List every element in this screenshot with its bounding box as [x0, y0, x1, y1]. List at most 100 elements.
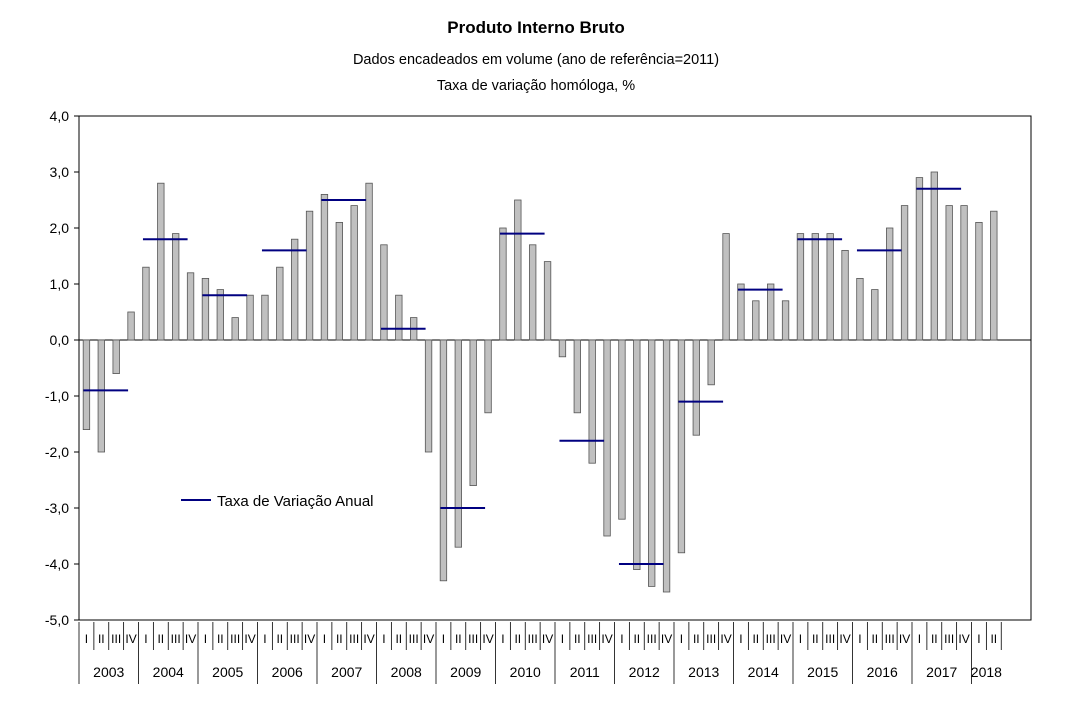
x-quarter-label: III [706, 632, 716, 646]
x-quarter-label: I [680, 632, 683, 646]
x-year-label: 2013 [688, 664, 719, 680]
y-tick-label: -1,0 [45, 388, 69, 404]
x-quarter-label: III [944, 632, 954, 646]
x-quarter-label: II [574, 632, 581, 646]
bar-quarter [900, 205, 909, 341]
bar-quarter [543, 261, 552, 341]
y-tick-label: -5,0 [45, 612, 69, 628]
x-quarter-label: III [171, 632, 181, 646]
x-year-label: 2004 [153, 664, 184, 680]
x-quarter-label: I [85, 632, 88, 646]
x-quarter-label: II [514, 632, 521, 646]
bar-quarter [573, 339, 581, 414]
x-quarter-label: I [739, 632, 742, 646]
bar-quarter [871, 289, 879, 341]
x-quarter-label: I [442, 632, 445, 646]
bar-quarter [127, 311, 135, 341]
x-quarter-label: IV [185, 632, 196, 646]
x-quarter-label: III [825, 632, 835, 646]
x-quarter-label: III [111, 632, 121, 646]
bar-quarter [975, 221, 983, 341]
bar-quarter [722, 233, 730, 341]
x-quarter-label: I [382, 632, 385, 646]
x-quarter-label: IV [661, 632, 672, 646]
x-year-label: 2014 [748, 664, 779, 680]
bar-quarter [261, 294, 269, 341]
bar-quarter [424, 339, 433, 453]
y-tick-label: -4,0 [45, 556, 69, 572]
x-quarter-label: IV [423, 632, 434, 646]
bar-quarter [781, 300, 790, 341]
bar-quarter [186, 272, 195, 341]
x-quarter-label: I [263, 632, 266, 646]
y-tick-label: 0,0 [50, 332, 70, 348]
bar-quarter [216, 289, 224, 341]
bar-quarter [662, 339, 671, 593]
bar-quarter [618, 339, 626, 520]
bar-quarter [529, 244, 537, 341]
x-quarter-label: II [157, 632, 164, 646]
bar-quarter [856, 277, 864, 341]
x-quarter-label: II [395, 632, 402, 646]
x-quarter-label: III [766, 632, 776, 646]
x-quarter-label: IV [304, 632, 315, 646]
bar-quarter [811, 233, 819, 341]
bar-quarter [692, 339, 700, 436]
bar-quarter [395, 294, 403, 341]
bar-quarter [737, 283, 745, 341]
bar-quarter [97, 339, 105, 453]
bar-quarter [945, 205, 953, 341]
x-year-label: 2005 [212, 664, 243, 680]
legend-label-annual: Taxa de Variação Anual [217, 493, 374, 510]
bar-quarter [707, 339, 715, 386]
bar-quarter [320, 193, 329, 341]
bar-quarter [350, 205, 358, 341]
x-quarter-label: IV [125, 632, 136, 646]
bar-quarter [380, 244, 388, 341]
chart-title: Produto Interno Bruto [447, 18, 625, 37]
x-quarter-label: II [455, 632, 462, 646]
x-year-label: 2018 [971, 664, 1002, 680]
bar-quarter [633, 339, 641, 571]
bar-quarter [469, 339, 477, 487]
x-quarter-label: III [468, 632, 478, 646]
bar-quarter [886, 227, 894, 341]
x-quarter-label: III [647, 632, 657, 646]
x-quarter-label: IV [780, 632, 791, 646]
x-year-label: 2009 [450, 664, 481, 680]
x-quarter-label: II [693, 632, 700, 646]
x-quarter-label: I [501, 632, 504, 646]
y-tick-label: -3,0 [45, 500, 69, 516]
x-quarter-label: IV [899, 632, 910, 646]
x-quarter-label: IV [542, 632, 553, 646]
x-quarter-label: I [204, 632, 207, 646]
x-quarter-label: III [409, 632, 419, 646]
x-year-label: 2006 [272, 664, 303, 680]
x-quarter-label: IV [839, 632, 850, 646]
bar-quarter [796, 233, 805, 341]
bar-quarter [305, 210, 314, 341]
x-quarter-label: III [230, 632, 240, 646]
bar-quarter [514, 199, 522, 341]
x-quarter-label: I [799, 632, 802, 646]
x-quarter-label: III [885, 632, 895, 646]
bar-quarter [588, 339, 596, 464]
x-quarter-label: I [918, 632, 921, 646]
x-quarter-label: II [812, 632, 819, 646]
bar-quarter [752, 300, 760, 341]
y-tick-label: 2,0 [50, 220, 70, 236]
x-quarter-label: II [276, 632, 283, 646]
x-quarter-label: I [620, 632, 623, 646]
x-year-label: 2008 [391, 664, 422, 680]
x-quarter-label: II [752, 632, 759, 646]
plot-area-frame [78, 115, 1032, 621]
bar-quarter [454, 339, 462, 548]
x-quarter-label: III [587, 632, 597, 646]
bar-quarter [201, 277, 210, 341]
x-quarter-label: IV [363, 632, 374, 646]
y-tick-label: 1,0 [50, 276, 70, 292]
bar-quarter [142, 266, 150, 341]
bar-quarter [841, 249, 849, 341]
x-year-label: 2010 [510, 664, 541, 680]
